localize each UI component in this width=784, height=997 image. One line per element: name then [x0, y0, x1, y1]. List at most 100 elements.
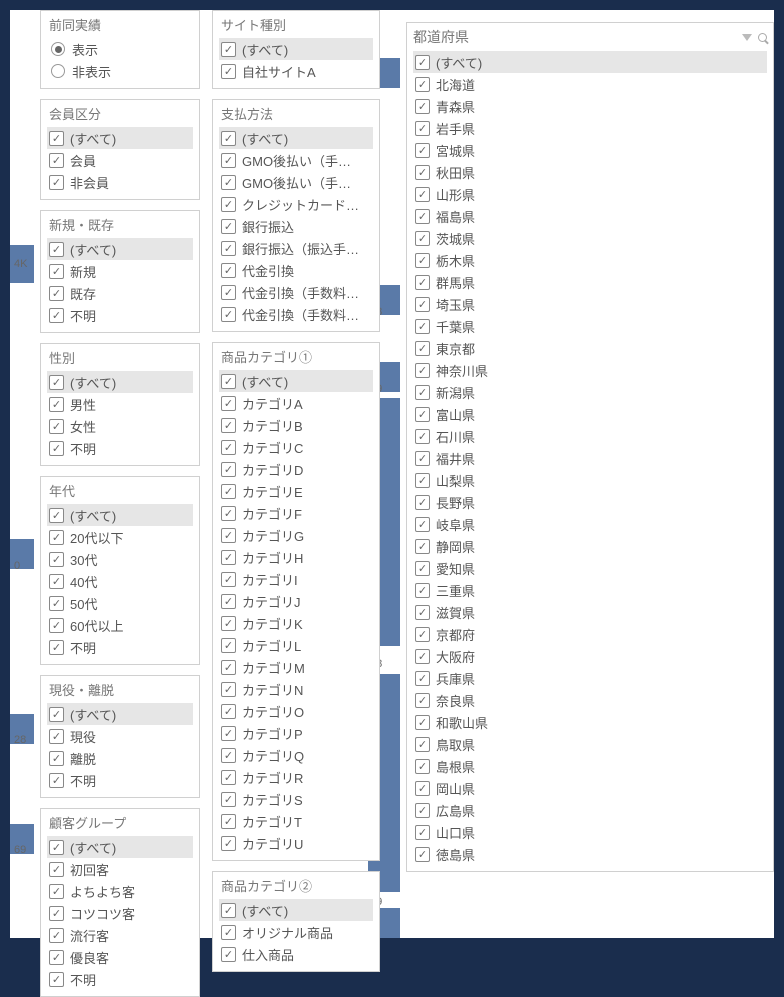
checkbox-icon[interactable]: ✓	[221, 462, 236, 477]
checkbox-icon[interactable]: ✓	[221, 418, 236, 433]
filter-option[interactable]: ✓既存	[47, 282, 193, 304]
filter-option[interactable]: ✓不明	[47, 304, 193, 326]
prefecture-option[interactable]: ✓新潟県	[413, 381, 767, 403]
filter-option[interactable]: ✓カテゴリP	[219, 722, 373, 744]
filter-option[interactable]: ✓50代	[47, 592, 193, 614]
prefecture-option[interactable]: ✓広島県	[413, 799, 767, 821]
checkbox-icon[interactable]: ✓	[221, 638, 236, 653]
checkbox-icon[interactable]: ✓	[221, 263, 236, 278]
checkbox-icon[interactable]: ✓	[221, 528, 236, 543]
checkbox-icon[interactable]: ✓	[49, 552, 64, 567]
prefecture-option[interactable]: ✓岡山県	[413, 777, 767, 799]
checkbox-icon[interactable]: ✓	[49, 751, 64, 766]
filter-option[interactable]: ✓初回客	[47, 858, 193, 880]
checkbox-icon[interactable]: ✓	[49, 419, 64, 434]
checkbox-icon[interactable]: ✓	[49, 618, 64, 633]
checkbox-icon[interactable]: ✓	[415, 561, 430, 576]
checkbox-icon[interactable]: ✓	[415, 55, 430, 70]
filter-option[interactable]: ✓カテゴリF	[219, 502, 373, 524]
checkbox-icon[interactable]: ✓	[221, 836, 236, 851]
prefecture-option[interactable]: ✓神奈川県	[413, 359, 767, 381]
prefecture-option[interactable]: ✓青森県	[413, 95, 767, 117]
checkbox-icon[interactable]: ✓	[221, 64, 236, 79]
checkbox-icon[interactable]: ✓	[221, 42, 236, 57]
checkbox-icon[interactable]: ✓	[49, 862, 64, 877]
checkbox-icon[interactable]: ✓	[415, 77, 430, 92]
prefecture-option[interactable]: ✓東京都	[413, 337, 767, 359]
prefecture-option[interactable]: ✓福島県	[413, 205, 767, 227]
checkbox-icon[interactable]: ✓	[221, 947, 236, 962]
checkbox-icon[interactable]: ✓	[49, 242, 64, 257]
checkbox-icon[interactable]: ✓	[415, 341, 430, 356]
filter-option[interactable]: ✓カテゴリN	[219, 678, 373, 700]
checkbox-icon[interactable]: ✓	[221, 770, 236, 785]
checkbox-icon[interactable]: ✓	[221, 175, 236, 190]
filter-option[interactable]: ✓オリジナル商品	[219, 921, 373, 943]
filter-option[interactable]: ✓60代以上	[47, 614, 193, 636]
filter-option[interactable]: ✓不明	[47, 437, 193, 459]
filter-option[interactable]: ✓代金引換	[219, 259, 373, 281]
filter-option[interactable]: ✓(すべて)	[219, 38, 373, 60]
radio-icon[interactable]	[51, 64, 65, 78]
checkbox-icon[interactable]: ✓	[221, 197, 236, 212]
checkbox-icon[interactable]: ✓	[415, 319, 430, 334]
filter-option[interactable]: ✓GMO後払い（手…	[219, 171, 373, 193]
filter-option[interactable]: ✓(すべて)	[47, 127, 193, 149]
prefecture-option[interactable]: ✓徳島県	[413, 843, 767, 865]
checkbox-icon[interactable]: ✓	[221, 153, 236, 168]
checkbox-icon[interactable]: ✓	[415, 759, 430, 774]
checkbox-icon[interactable]: ✓	[415, 209, 430, 224]
filter-option[interactable]: ✓新規	[47, 260, 193, 282]
filter-option[interactable]: ✓カテゴリA	[219, 392, 373, 414]
prefecture-option[interactable]: ✓山口県	[413, 821, 767, 843]
checkbox-icon[interactable]: ✓	[415, 627, 430, 642]
prefecture-option[interactable]: ✓石川県	[413, 425, 767, 447]
checkbox-icon[interactable]: ✓	[49, 773, 64, 788]
checkbox-icon[interactable]: ✓	[221, 396, 236, 411]
checkbox-icon[interactable]: ✓	[221, 748, 236, 763]
checkbox-icon[interactable]: ✓	[221, 594, 236, 609]
filter-option[interactable]: ✓会員	[47, 149, 193, 171]
checkbox-icon[interactable]: ✓	[49, 950, 64, 965]
filter-option[interactable]: ✓女性	[47, 415, 193, 437]
prefecture-option[interactable]: ✓島根県	[413, 755, 767, 777]
checkbox-icon[interactable]: ✓	[49, 530, 64, 545]
filter-option[interactable]: ✓(すべて)	[219, 899, 373, 921]
checkbox-icon[interactable]: ✓	[415, 385, 430, 400]
prefecture-option[interactable]: ✓富山県	[413, 403, 767, 425]
checkbox-icon[interactable]: ✓	[49, 264, 64, 279]
checkbox-icon[interactable]: ✓	[415, 121, 430, 136]
filter-option[interactable]: ✓離脱	[47, 747, 193, 769]
prefecture-option[interactable]: ✓兵庫県	[413, 667, 767, 689]
checkbox-icon[interactable]: ✓	[49, 508, 64, 523]
filter-option[interactable]: ✓(すべて)	[219, 370, 373, 392]
checkbox-icon[interactable]: ✓	[221, 440, 236, 455]
filter-option[interactable]: ✓(すべて)	[219, 127, 373, 149]
checkbox-icon[interactable]: ✓	[415, 715, 430, 730]
prefecture-option[interactable]: ✓埼玉県	[413, 293, 767, 315]
checkbox-icon[interactable]: ✓	[415, 781, 430, 796]
search-icon[interactable]	[758, 33, 767, 42]
checkbox-icon[interactable]: ✓	[415, 253, 430, 268]
checkbox-icon[interactable]: ✓	[221, 219, 236, 234]
filter-option[interactable]: ✓不明	[47, 636, 193, 658]
filter-option[interactable]: ✓カテゴリG	[219, 524, 373, 546]
filter-option[interactable]: ✓仕入商品	[219, 943, 373, 965]
filter-option[interactable]: ✓現役	[47, 725, 193, 747]
checkbox-icon[interactable]: ✓	[415, 275, 430, 290]
checkbox-icon[interactable]: ✓	[49, 707, 64, 722]
filter-option[interactable]: ✓銀行振込（振込手…	[219, 237, 373, 259]
checkbox-icon[interactable]: ✓	[415, 99, 430, 114]
checkbox-icon[interactable]: ✓	[415, 803, 430, 818]
filter-option[interactable]: ✓カテゴリD	[219, 458, 373, 480]
checkbox-icon[interactable]: ✓	[415, 473, 430, 488]
checkbox-icon[interactable]: ✓	[49, 840, 64, 855]
prefecture-option[interactable]: ✓宮城県	[413, 139, 767, 161]
checkbox-icon[interactable]: ✓	[49, 906, 64, 921]
filter-option[interactable]: ✓カテゴリS	[219, 788, 373, 810]
checkbox-icon[interactable]: ✓	[49, 175, 64, 190]
checkbox-icon[interactable]: ✓	[221, 682, 236, 697]
filter-option[interactable]: ✓カテゴリL	[219, 634, 373, 656]
checkbox-icon[interactable]: ✓	[49, 574, 64, 589]
prefecture-option[interactable]: ✓和歌山県	[413, 711, 767, 733]
